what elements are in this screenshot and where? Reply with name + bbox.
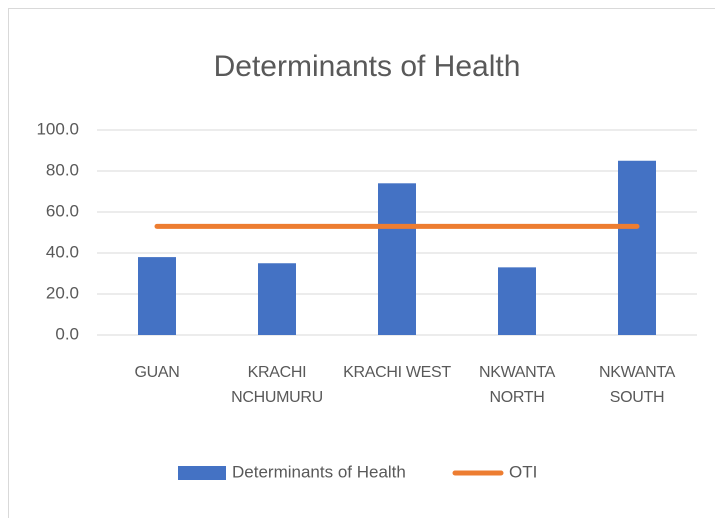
y-tick-label: 20.0: [46, 283, 79, 302]
x-tick-label: GUAN: [134, 364, 180, 381]
bar: [618, 160, 656, 335]
x-tick-label: KRACHI NCHUMURU: [231, 364, 323, 406]
bar: [138, 257, 176, 335]
y-tick-label: 100.0: [36, 119, 79, 138]
legend-swatch: [178, 466, 226, 480]
x-tick-label: NKWANTA NORTH: [478, 364, 556, 406]
legend-label: Determinants of Health: [232, 462, 406, 481]
x-tick-label: KRACHI WEST: [343, 364, 451, 381]
chart-border: [8, 8, 715, 518]
y-tick-label: 80.0: [46, 160, 79, 179]
x-tick-label: NKWANTA SOUTH: [598, 364, 676, 406]
y-tick-label: 40.0: [46, 242, 79, 261]
bar: [258, 263, 296, 335]
bar: [498, 267, 536, 335]
bar: [378, 183, 416, 335]
chart-title: Determinants of Health: [214, 50, 521, 83]
y-tick-label: 60.0: [46, 201, 79, 220]
y-tick-label: 0.0: [55, 324, 79, 343]
legend-label: OTI: [509, 462, 537, 481]
